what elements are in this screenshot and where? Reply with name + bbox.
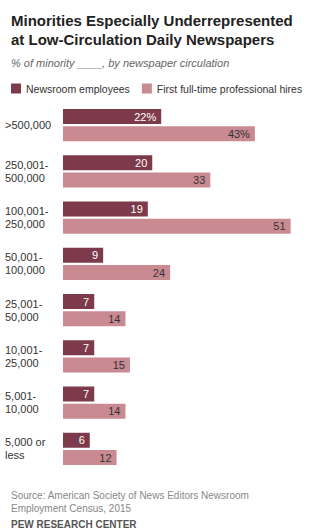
svg-text:24: 24 — [153, 267, 165, 279]
svg-text:10,001-: 10,001- — [5, 344, 43, 356]
svg-text:20: 20 — [135, 157, 147, 169]
svg-text:5,001-: 5,001- — [5, 390, 37, 402]
svg-text:43%: 43% — [228, 128, 250, 140]
svg-text:Employment Census, 2015: Employment Census, 2015 — [11, 503, 132, 514]
svg-text:7: 7 — [83, 342, 89, 354]
svg-text:250,000: 250,000 — [5, 218, 45, 230]
svg-text:Source: American Society of Ne: Source: American Society of News Editors… — [11, 490, 252, 501]
svg-text:at Low-Circulation Daily Newsp: at Low-Circulation Daily Newspapers — [11, 31, 274, 48]
svg-text:First full-time professional h: First full-time professional hires — [157, 83, 302, 95]
svg-text:100,001-: 100,001- — [5, 205, 49, 217]
svg-text:14: 14 — [108, 405, 120, 417]
svg-text:>500,000: >500,000 — [5, 119, 51, 131]
svg-text:500,000: 500,000 — [5, 172, 45, 184]
svg-text:9: 9 — [92, 249, 98, 261]
svg-text:5,000 or: 5,000 or — [5, 436, 46, 448]
svg-text:7: 7 — [83, 296, 89, 308]
svg-text:14: 14 — [108, 313, 120, 325]
svg-text:Minorities Especially Underrep: Minorities Especially Underrepresented — [11, 12, 297, 29]
svg-text:10,000: 10,000 — [5, 403, 39, 415]
svg-text:51: 51 — [273, 220, 285, 232]
svg-text:25,001-: 25,001- — [5, 298, 43, 310]
svg-text:100,000: 100,000 — [5, 264, 45, 276]
svg-text:50,001-: 50,001- — [5, 251, 43, 263]
svg-text:33: 33 — [193, 174, 205, 186]
svg-text:15: 15 — [113, 359, 125, 371]
svg-text:50,000: 50,000 — [5, 311, 39, 323]
svg-text:PEW RESEARCH CENTER: PEW RESEARCH CENTER — [11, 519, 137, 530]
svg-text:22%: 22% — [134, 111, 156, 123]
svg-text:less: less — [5, 449, 25, 461]
svg-text:Newsroom employees: Newsroom employees — [26, 83, 130, 95]
svg-text:6: 6 — [79, 434, 85, 446]
svg-text:19: 19 — [131, 203, 143, 215]
svg-text:% of minority ____, by newspap: % of minority ____, by newspaper circula… — [11, 57, 229, 69]
svg-text:12: 12 — [99, 452, 111, 464]
svg-text:25,000: 25,000 — [5, 357, 39, 369]
svg-text:7: 7 — [83, 388, 89, 400]
svg-text:250,001-: 250,001- — [5, 159, 49, 171]
